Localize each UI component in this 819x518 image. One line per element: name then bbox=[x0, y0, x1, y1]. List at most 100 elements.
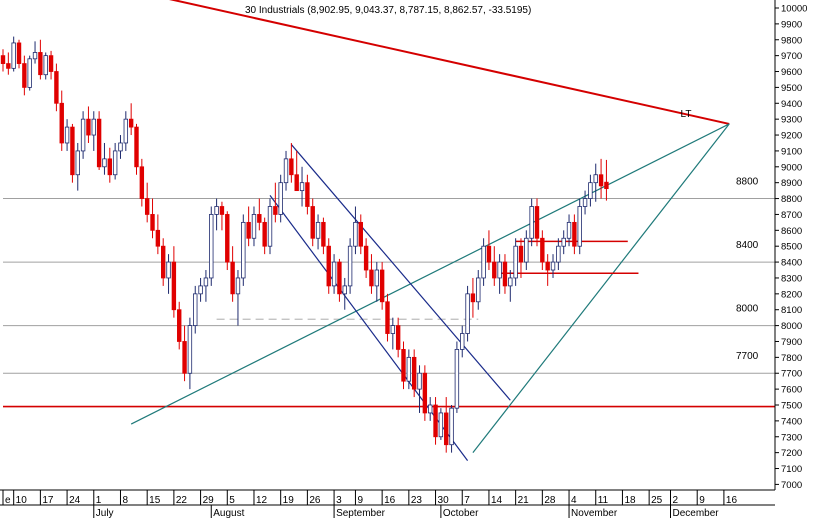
candle bbox=[235, 270, 241, 326]
candle-body bbox=[182, 341, 187, 374]
x-tick-label: 18 bbox=[624, 495, 636, 506]
candle bbox=[32, 41, 38, 64]
y-tick-label: 7300 bbox=[781, 432, 802, 443]
candle-body bbox=[363, 245, 369, 271]
month-label: July bbox=[96, 508, 114, 518]
candle bbox=[395, 317, 401, 358]
candle bbox=[497, 254, 502, 294]
trend-line-4 bbox=[290, 144, 511, 401]
candle bbox=[80, 111, 86, 159]
candle bbox=[534, 198, 540, 247]
candle-body bbox=[337, 261, 342, 295]
candle-body bbox=[198, 285, 203, 295]
candle-body bbox=[374, 269, 379, 287]
candle-body bbox=[449, 407, 454, 446]
candle bbox=[417, 365, 422, 413]
candle-body bbox=[299, 182, 305, 192]
candle bbox=[566, 214, 572, 247]
candlesticks bbox=[0, 36, 609, 453]
candle-body bbox=[454, 349, 460, 409]
level-labels: 8800 8400 8000 7700 bbox=[736, 177, 759, 363]
x-tick-label: 3 bbox=[336, 495, 342, 506]
candle bbox=[305, 174, 310, 215]
candle bbox=[331, 254, 337, 294]
candle-body bbox=[230, 261, 235, 295]
candle-body bbox=[593, 174, 598, 184]
candle bbox=[572, 214, 577, 255]
candle bbox=[166, 254, 171, 294]
annotation-lt: LT bbox=[681, 109, 692, 120]
level-label-8000: 8000 bbox=[736, 304, 759, 315]
candle-body bbox=[529, 206, 534, 239]
candle-body bbox=[107, 158, 112, 176]
candle-body bbox=[550, 261, 556, 271]
candle-body bbox=[219, 206, 225, 215]
candle bbox=[411, 349, 417, 398]
x-tick-label: 16 bbox=[384, 495, 396, 506]
candle-body bbox=[102, 158, 107, 168]
candle-body bbox=[123, 118, 129, 144]
candle-body bbox=[241, 221, 246, 279]
candle bbox=[299, 166, 305, 207]
candle-body bbox=[342, 285, 347, 295]
x-tick-label: 29 bbox=[203, 495, 215, 506]
candle-body bbox=[22, 63, 27, 88]
y-tick-label: 9800 bbox=[781, 35, 802, 46]
candle bbox=[123, 111, 129, 151]
candle-body bbox=[460, 333, 465, 350]
trend-line-1 bbox=[169, 0, 730, 125]
candle bbox=[310, 198, 315, 247]
candle-body bbox=[251, 214, 257, 239]
chart-title: 30 Industrials (8,902.95, 9,043.37, 8,78… bbox=[245, 5, 531, 16]
candle-body bbox=[112, 150, 118, 176]
candle-body bbox=[134, 126, 139, 168]
x-tick-label: 19 bbox=[283, 495, 295, 506]
candle bbox=[321, 217, 326, 255]
candle bbox=[96, 111, 102, 170]
x-tick-label: 21 bbox=[518, 495, 530, 506]
candle bbox=[427, 397, 433, 421]
x-tick-label: 2 bbox=[673, 495, 679, 506]
candle bbox=[401, 341, 406, 390]
candle-body bbox=[128, 118, 134, 128]
candle-body bbox=[144, 198, 150, 215]
candle bbox=[241, 214, 246, 286]
candle-body bbox=[294, 174, 299, 192]
y-tick-label: 8200 bbox=[781, 289, 802, 300]
x-tick-label: 10 bbox=[16, 495, 28, 506]
candle-body bbox=[438, 412, 444, 438]
y-tick-label: 9600 bbox=[781, 67, 802, 78]
candle bbox=[508, 270, 513, 302]
candle bbox=[454, 341, 460, 413]
candle bbox=[193, 285, 198, 334]
candle-body bbox=[598, 174, 604, 187]
candle-body bbox=[166, 261, 171, 279]
candle-body bbox=[540, 237, 545, 263]
x-tick-label: 5 bbox=[229, 495, 235, 506]
candle bbox=[369, 254, 374, 294]
candle bbox=[598, 158, 604, 199]
candle-body bbox=[470, 293, 476, 303]
candle bbox=[529, 198, 534, 247]
candle-body bbox=[118, 142, 123, 152]
x-tick-label: 4 bbox=[571, 495, 577, 506]
candle-body bbox=[561, 237, 566, 247]
x-tick-label: 24 bbox=[69, 495, 81, 506]
candle bbox=[358, 214, 363, 255]
candle bbox=[326, 238, 331, 294]
candle bbox=[604, 159, 609, 201]
candle bbox=[374, 262, 379, 302]
candle-body bbox=[171, 261, 177, 311]
y-tick-label: 9900 bbox=[781, 19, 802, 30]
candle bbox=[246, 206, 251, 247]
candle bbox=[262, 217, 267, 255]
candle-body bbox=[160, 245, 166, 279]
trend-lines: LT bbox=[130, 0, 730, 461]
candle-body bbox=[155, 229, 161, 247]
candle-body bbox=[433, 404, 438, 438]
candle bbox=[449, 405, 454, 453]
candle-body bbox=[379, 269, 385, 303]
y-tick-label: 8500 bbox=[781, 242, 802, 253]
